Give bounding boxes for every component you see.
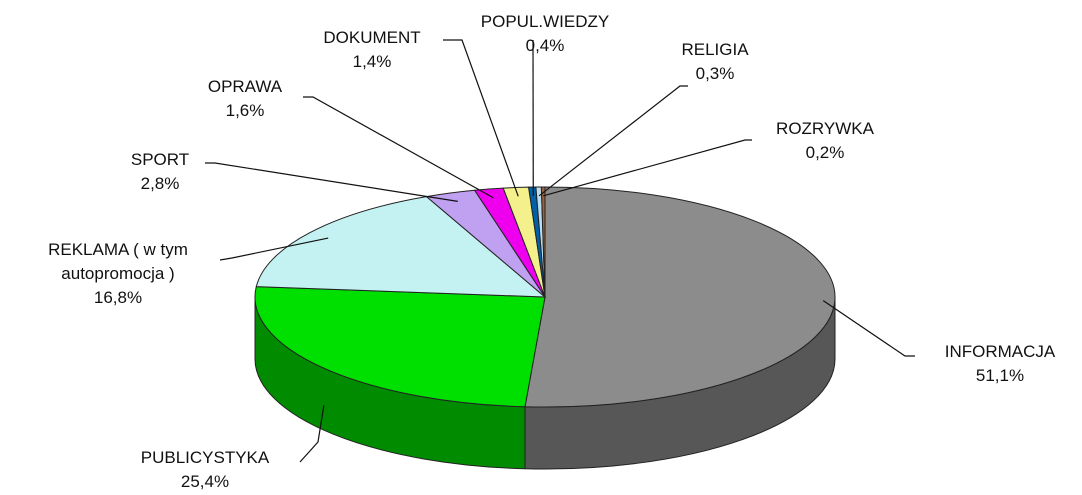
slice-value-label: 0,2% [805, 143, 845, 162]
leader-line [219, 237, 329, 261]
slice-value-label: 1,4% [352, 52, 392, 71]
slice-label: OPRAWA [207, 77, 283, 96]
slice-label: ROZRYWKA [776, 119, 874, 138]
slice [254, 286, 546, 408]
slice-label: SPORT [130, 150, 190, 169]
slice-value-label: 16,8% [93, 288, 143, 307]
leader-line [822, 300, 915, 357]
leader-line [303, 96, 494, 199]
leader-line [538, 85, 688, 197]
slice [255, 196, 547, 298]
slice [524, 186, 836, 408]
leader-line [543, 139, 752, 197]
slice-value-label: 25,4% [180, 472, 230, 491]
slice-label: INFORMACJA [944, 342, 1056, 361]
leader-line [299, 405, 325, 463]
slice-value-label: 2,8% [140, 174, 180, 193]
slice-label: RELIGIA [681, 40, 749, 59]
slice-label: POPUL.WIEDZY [480, 12, 610, 31]
slice-label: REKLAMA ( w tym autopromocja ) [48, 240, 188, 283]
slice-label: DOKUMENT [323, 28, 421, 47]
slice-label: PUBLICYSTYKA [140, 448, 270, 467]
slice-value-label: 1,6% [225, 101, 265, 120]
leader-line [205, 162, 458, 202]
slice-value-label: 0,4% [525, 36, 565, 55]
slice-value-label: 0,3% [695, 64, 735, 83]
slice [540, 186, 546, 298]
slice-value-label: 51,1% [975, 366, 1025, 385]
leader-line [443, 39, 519, 197]
